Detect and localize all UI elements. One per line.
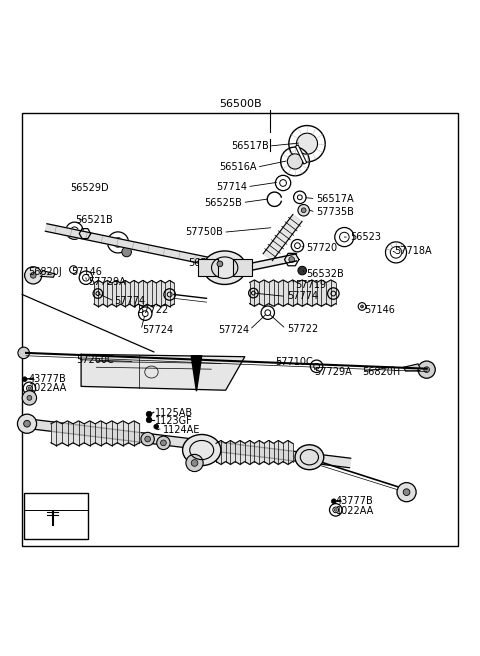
Circle shape — [360, 305, 363, 308]
Polygon shape — [252, 254, 297, 270]
Circle shape — [418, 361, 435, 379]
Text: 56532B: 56532B — [306, 269, 344, 279]
Text: 57722: 57722 — [287, 324, 318, 334]
Circle shape — [301, 208, 306, 213]
Polygon shape — [191, 356, 202, 391]
Text: 43777B: 43777B — [336, 496, 373, 506]
Circle shape — [27, 396, 32, 400]
Polygon shape — [40, 270, 55, 277]
Text: 57729A: 57729A — [88, 277, 126, 287]
Circle shape — [297, 133, 318, 154]
Ellipse shape — [182, 434, 221, 466]
Text: 1125AB: 1125AB — [155, 408, 193, 418]
Circle shape — [403, 489, 410, 495]
Text: 57724: 57724 — [218, 325, 250, 335]
Text: 57722: 57722 — [137, 305, 168, 315]
Polygon shape — [404, 364, 420, 371]
Text: 57724: 57724 — [142, 325, 173, 335]
Polygon shape — [46, 224, 236, 270]
Text: 56523: 56523 — [350, 232, 381, 242]
Text: 57146: 57146 — [364, 305, 396, 315]
Text: 56820J: 56820J — [28, 267, 62, 277]
Text: 1123GF: 1123GF — [155, 417, 192, 426]
Polygon shape — [81, 354, 245, 390]
Text: 57774: 57774 — [287, 291, 318, 301]
Text: 56500B: 56500B — [219, 99, 261, 109]
Text: 57735B: 57735B — [317, 207, 354, 217]
Ellipse shape — [295, 445, 324, 470]
Text: 57718A: 57718A — [394, 247, 432, 256]
Circle shape — [289, 256, 295, 262]
Circle shape — [288, 154, 303, 169]
Circle shape — [298, 205, 310, 216]
Circle shape — [22, 377, 27, 382]
Text: 57774: 57774 — [115, 297, 146, 306]
Text: 56517B: 56517B — [231, 141, 269, 151]
Circle shape — [191, 460, 198, 466]
Circle shape — [160, 440, 166, 445]
Circle shape — [145, 436, 151, 442]
Text: 57750B: 57750B — [185, 227, 223, 237]
Ellipse shape — [203, 251, 246, 285]
Text: 56820H: 56820H — [362, 367, 401, 377]
Text: 57729A: 57729A — [314, 367, 352, 377]
Text: 57146: 57146 — [72, 267, 102, 277]
Text: 1124AE: 1124AE — [163, 426, 201, 436]
Circle shape — [141, 432, 155, 445]
Text: 57714: 57714 — [216, 182, 247, 192]
Circle shape — [146, 417, 152, 422]
Text: 56516A: 56516A — [219, 162, 257, 172]
Text: 1022AA: 1022AA — [28, 383, 67, 394]
Circle shape — [17, 414, 36, 434]
Circle shape — [157, 436, 170, 449]
Text: 1022AA: 1022AA — [336, 506, 374, 516]
Circle shape — [28, 387, 31, 390]
Text: 57260C: 57260C — [76, 355, 114, 365]
Circle shape — [186, 455, 203, 472]
Circle shape — [122, 247, 132, 256]
Circle shape — [217, 261, 223, 267]
Circle shape — [154, 424, 158, 429]
Bar — [24, 493, 88, 539]
Circle shape — [334, 508, 337, 511]
Text: 56529D: 56529D — [70, 183, 108, 193]
Circle shape — [24, 267, 42, 284]
Text: 57720: 57720 — [306, 243, 337, 253]
Text: 56521B: 56521B — [75, 215, 113, 225]
Circle shape — [331, 499, 336, 504]
Text: 57719: 57719 — [295, 280, 326, 290]
Text: 56525B: 56525B — [204, 197, 242, 207]
Bar — [233, 259, 252, 276]
Polygon shape — [263, 215, 302, 260]
Text: 43777B: 43777B — [28, 374, 66, 384]
Bar — [198, 259, 217, 276]
Text: 57710C: 57710C — [276, 358, 313, 367]
Circle shape — [397, 483, 416, 502]
Circle shape — [30, 272, 36, 278]
Circle shape — [24, 420, 30, 427]
Polygon shape — [28, 419, 351, 468]
Text: 56517A: 56517A — [317, 194, 354, 204]
Text: 56551A: 56551A — [188, 258, 226, 268]
Circle shape — [298, 266, 307, 275]
Circle shape — [18, 347, 29, 359]
Circle shape — [424, 367, 430, 373]
Circle shape — [22, 391, 36, 405]
Text: 1125DA: 1125DA — [33, 507, 72, 517]
Circle shape — [146, 411, 152, 417]
